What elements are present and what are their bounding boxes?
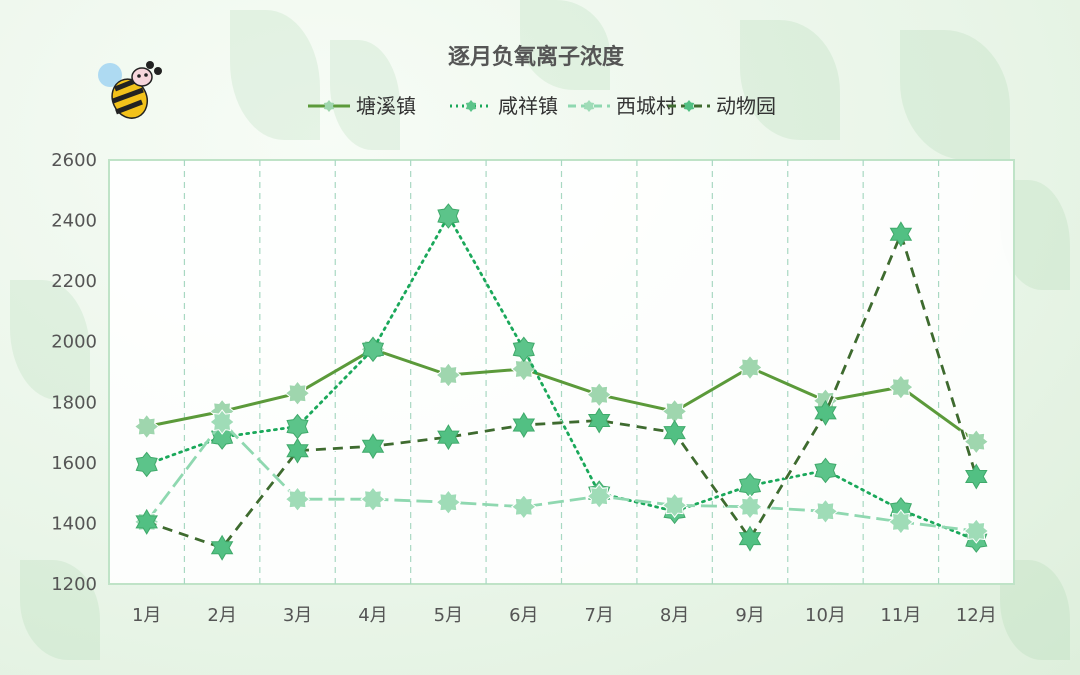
data-point — [965, 463, 988, 490]
data-point — [360, 486, 386, 513]
series-line — [145, 419, 977, 533]
legend-entry: 塘溪镇 — [308, 94, 416, 118]
data-point — [587, 407, 611, 434]
legend-entry: 西城村 — [568, 94, 676, 118]
legend-swatch-marker — [583, 100, 595, 112]
data-point — [889, 221, 913, 248]
data-point — [586, 381, 613, 408]
y-tick-label: 1800 — [51, 392, 97, 413]
data-point — [512, 412, 536, 438]
data-point — [133, 413, 160, 440]
data-point — [586, 483, 613, 510]
data-point — [963, 518, 990, 544]
x-tick-label: 7月 — [584, 605, 613, 626]
series-group — [133, 203, 990, 561]
data-point — [663, 419, 686, 446]
x-tick-label: 2月 — [207, 605, 236, 626]
y-axis: 1200 1400 1600 1800 2000 2200 2400 2600 — [51, 150, 97, 595]
y-tick-label: 2200 — [51, 271, 97, 292]
chart-title: 逐月负氧离子浓度 — [448, 44, 625, 70]
y-tick-label: 2400 — [51, 211, 97, 232]
data-point — [814, 457, 837, 484]
y-tick-label: 2600 — [51, 150, 97, 171]
data-point — [661, 492, 688, 519]
x-tick-label: 8月 — [660, 605, 689, 626]
y-tick-label: 1400 — [51, 513, 97, 534]
data-point — [286, 437, 309, 464]
series-line — [146, 347, 978, 443]
data-point — [814, 399, 837, 426]
data-point — [284, 380, 311, 407]
data-point — [435, 362, 462, 388]
data-point — [963, 428, 990, 455]
y-tick-label: 1600 — [51, 453, 97, 474]
data-point — [437, 203, 460, 229]
data-point — [210, 534, 234, 561]
x-tick-label: 9月 — [735, 605, 764, 626]
series-line — [146, 230, 978, 550]
legend-label: 咸祥镇 — [498, 94, 558, 118]
y-tick-label: 1200 — [51, 574, 97, 595]
data-point — [888, 509, 914, 535]
legend-swatch-marker — [683, 100, 695, 112]
x-tick-label: 12月 — [956, 605, 997, 626]
grid — [183, 160, 940, 584]
data-point — [435, 489, 462, 516]
data-point — [737, 354, 763, 381]
data-point — [812, 498, 839, 525]
data-point — [737, 493, 763, 520]
legend: 塘溪镇 咸祥镇 西城村 动物园 — [308, 94, 776, 118]
data-point — [209, 409, 235, 435]
legend-entry: 动物园 — [668, 94, 776, 118]
data-point — [510, 493, 537, 520]
series-4 — [135, 221, 988, 561]
x-tick-label: 6月 — [509, 605, 538, 626]
legend-swatch-marker — [323, 100, 335, 112]
data-point — [437, 424, 460, 451]
x-tick-label: 10月 — [805, 605, 846, 626]
x-tick-label: 11月 — [880, 605, 921, 626]
data-point — [135, 508, 158, 535]
data-point — [738, 525, 762, 552]
legend-entry: 咸祥镇 — [450, 94, 558, 118]
x-tick-label: 1月 — [132, 605, 161, 626]
x-axis: 1月 2月 3月 4月 5月 6月 7月 8月 9月 10月 11月 12月 — [132, 605, 997, 626]
data-point — [361, 336, 385, 363]
x-tick-label: 4月 — [358, 605, 387, 626]
data-point — [284, 486, 311, 513]
x-tick-label: 3月 — [283, 605, 312, 626]
data-point — [361, 433, 385, 460]
legend-swatch-marker — [465, 100, 477, 112]
data-point — [135, 451, 158, 478]
x-tick-label: 5月 — [434, 605, 463, 626]
y-tick-label: 2000 — [51, 332, 97, 353]
bee-icon — [98, 61, 162, 119]
legend-label: 塘溪镇 — [356, 94, 416, 118]
legend-label: 西城村 — [616, 94, 676, 118]
legend-label: 动物园 — [716, 94, 776, 118]
data-point — [888, 374, 914, 400]
data-point — [512, 336, 535, 363]
